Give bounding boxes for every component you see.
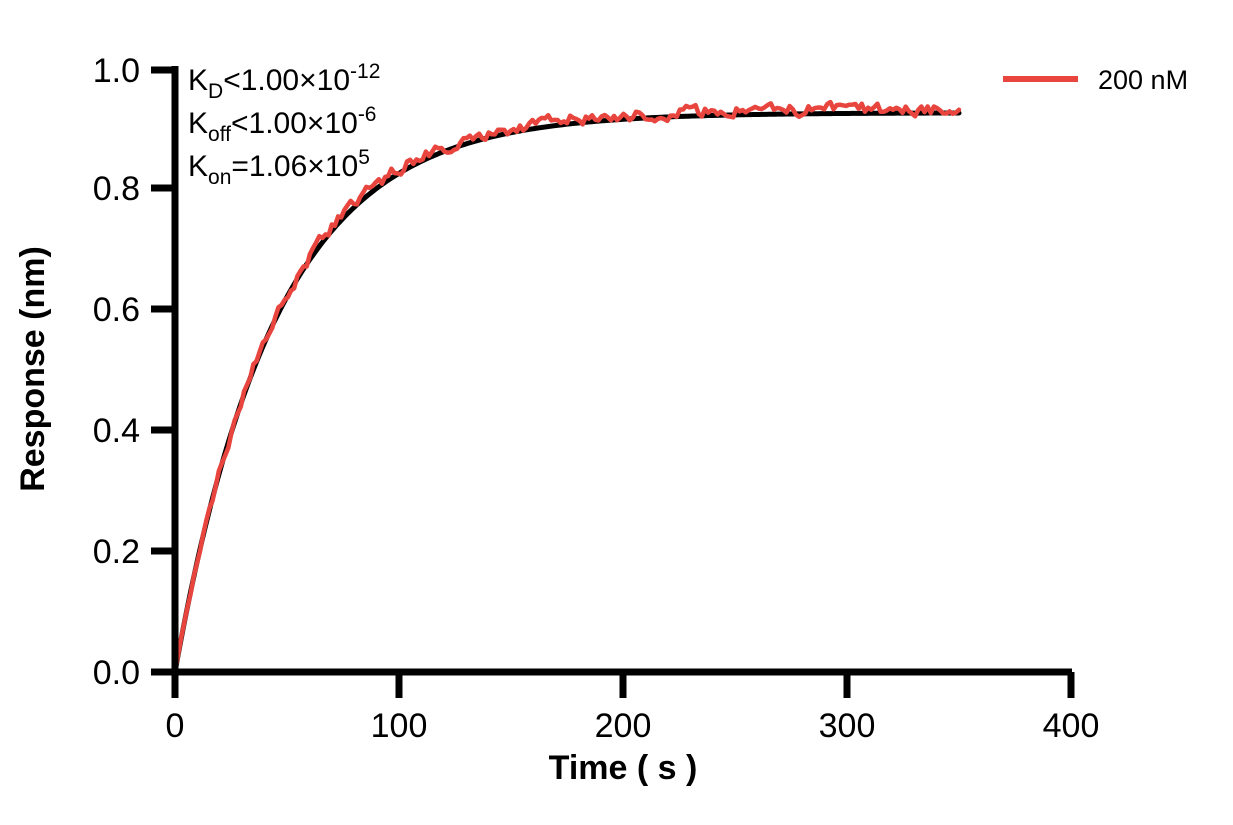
annotation-kd: KD<1.00×10-12 bbox=[188, 60, 380, 103]
annotation-kd-symbol: K bbox=[188, 64, 208, 97]
annotation-koff-exponent: -6 bbox=[358, 103, 377, 126]
annotation-kd-exponent: -12 bbox=[350, 60, 380, 83]
y-tick-label: 0.4 bbox=[93, 412, 140, 450]
annotation-koff-symbol: K bbox=[188, 107, 208, 140]
annotation-kd-base: 10 bbox=[317, 64, 350, 97]
axes-group: 0.0 0.2 0.4 0.6 0.8 1.0 0 100 200 300 40… bbox=[14, 52, 1099, 787]
annotation-kon-symbol: K bbox=[188, 150, 208, 183]
annotation-koff-times: × bbox=[307, 107, 325, 140]
x-tick-label: 300 bbox=[819, 707, 876, 745]
annotation-kd-subscript: D bbox=[208, 80, 223, 103]
x-axis-title: Time ( s ) bbox=[549, 749, 698, 787]
annotation-koff-subscript: off bbox=[208, 123, 231, 146]
y-tick-label: 0.6 bbox=[93, 291, 140, 329]
x-axis-tick-labels: 0 100 200 300 400 bbox=[166, 707, 1100, 745]
y-tick-label: 0.8 bbox=[93, 170, 140, 208]
annotation-kd-operator: < bbox=[223, 64, 241, 97]
y-tick-label: 0.2 bbox=[93, 533, 140, 571]
x-tick-label: 100 bbox=[371, 707, 428, 745]
legend: 200 nM bbox=[1003, 65, 1188, 95]
annotation-koff-mantissa: 1.00 bbox=[249, 107, 307, 140]
y-tick-label: 0.0 bbox=[93, 654, 140, 692]
series-group bbox=[172, 99, 962, 675]
x-axis-ticks bbox=[171, 672, 1075, 698]
annotation-kon: Kon=1.06×105 bbox=[188, 146, 370, 189]
x-tick-label: 400 bbox=[1043, 707, 1100, 745]
x-tick-label: 200 bbox=[595, 707, 652, 745]
annotation-kon-exponent: 5 bbox=[358, 146, 370, 169]
annotation-kon-operator: = bbox=[231, 150, 249, 183]
annotation-koff-operator: < bbox=[231, 107, 249, 140]
y-axis-tick-labels: 0.0 0.2 0.4 0.6 0.8 1.0 bbox=[93, 52, 140, 692]
annotation-kon-mantissa: 1.06 bbox=[249, 150, 307, 183]
annotation-kon-base: 10 bbox=[325, 150, 358, 183]
y-axis-title: Response (nm) bbox=[14, 246, 52, 492]
kinetics-annotation-block: KD<1.00×10-12 Koff<1.00×10-6 Kon=1.06×10… bbox=[188, 60, 380, 189]
annotation-kon-subscript: on bbox=[208, 166, 231, 189]
measured-data-line bbox=[172, 99, 962, 675]
y-axis-ticks bbox=[151, 66, 175, 676]
annotation-kd-mantissa: 1.00 bbox=[241, 64, 299, 97]
annotation-koff: Koff<1.00×10-6 bbox=[188, 103, 377, 146]
y-tick-label: 1.0 bbox=[93, 52, 140, 90]
annotation-kon-times: × bbox=[307, 150, 325, 183]
x-tick-label: 0 bbox=[166, 707, 185, 745]
annotation-kd-times: × bbox=[299, 64, 317, 97]
legend-label-200nm: 200 nM bbox=[1098, 65, 1188, 95]
annotation-koff-base: 10 bbox=[324, 107, 357, 140]
